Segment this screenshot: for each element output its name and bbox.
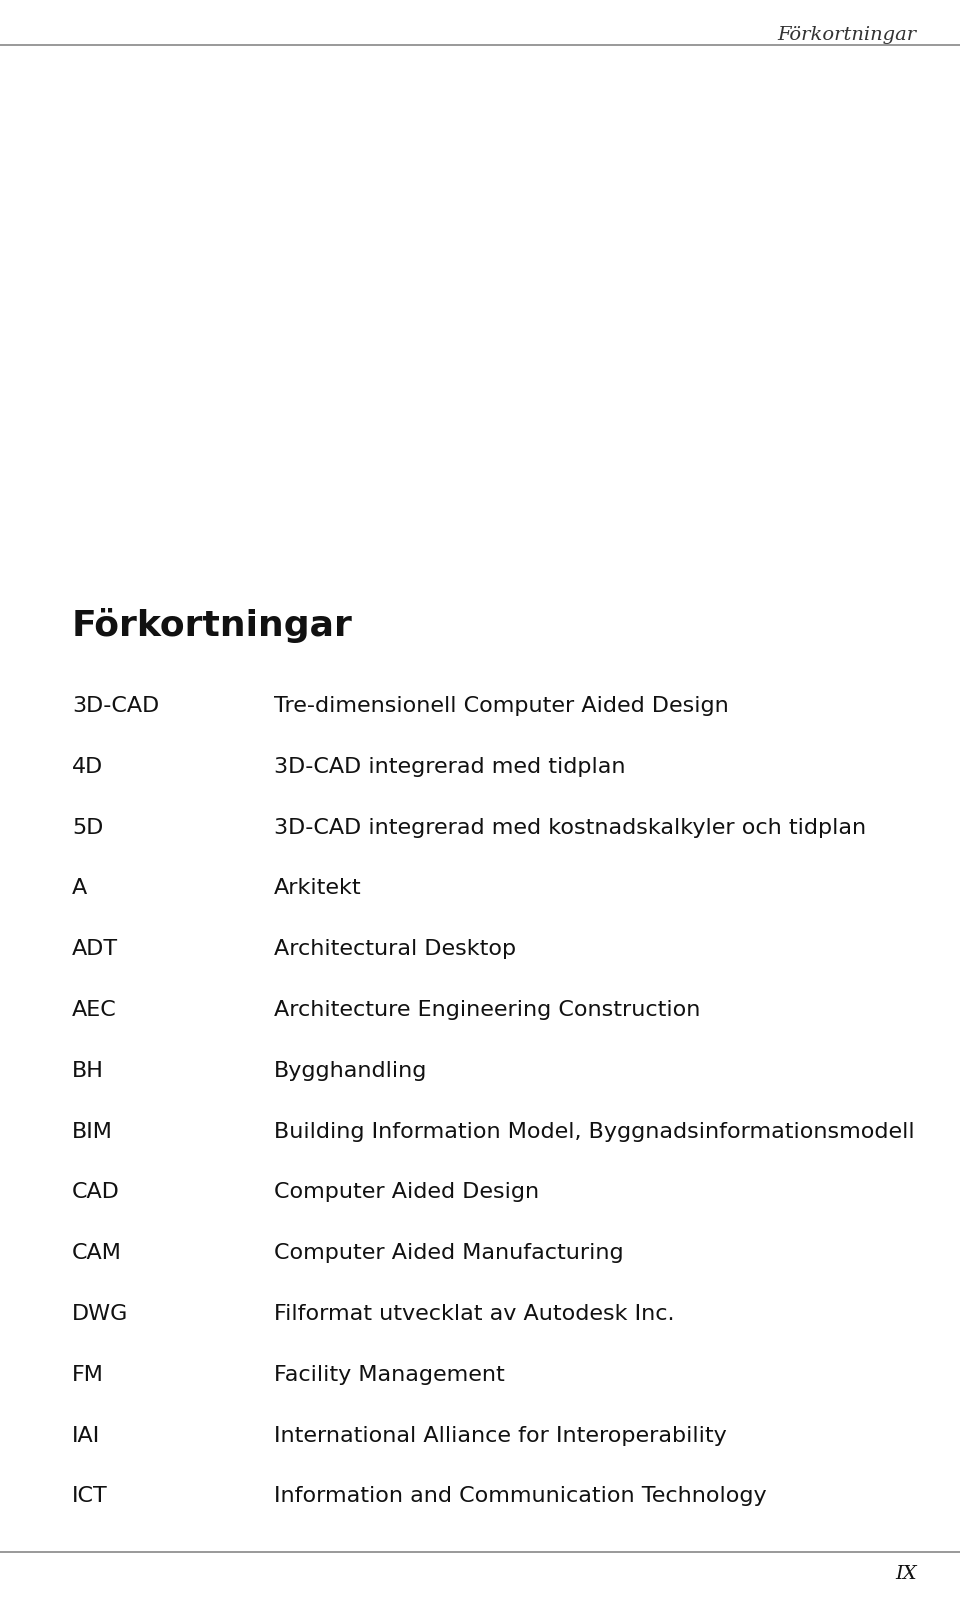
Text: Building Information Model, Byggnadsinformationsmodell: Building Information Model, Byggnadsinfo… bbox=[274, 1122, 914, 1141]
Text: 4D: 4D bbox=[72, 757, 104, 778]
Text: 5D: 5D bbox=[72, 818, 104, 838]
Text: 3D-CAD integrerad med tidplan: 3D-CAD integrerad med tidplan bbox=[274, 757, 625, 778]
Text: IX: IX bbox=[895, 1565, 917, 1582]
Text: Filformat utvecklat av Autodesk Inc.: Filformat utvecklat av Autodesk Inc. bbox=[274, 1304, 674, 1323]
Text: Tre-dimensionell Computer Aided Design: Tre-dimensionell Computer Aided Design bbox=[274, 696, 729, 717]
Text: IAI: IAI bbox=[72, 1426, 100, 1446]
Text: A: A bbox=[72, 878, 87, 899]
Text: Architectural Desktop: Architectural Desktop bbox=[274, 939, 516, 960]
Text: BH: BH bbox=[72, 1061, 104, 1082]
Text: 3D-CAD integrerad med kostnadskalkyler och tidplan: 3D-CAD integrerad med kostnadskalkyler o… bbox=[274, 818, 866, 838]
Text: Förkortningar: Förkortningar bbox=[72, 608, 353, 643]
Text: CAM: CAM bbox=[72, 1243, 122, 1264]
Text: ICT: ICT bbox=[72, 1486, 108, 1507]
Text: International Alliance for Interoperability: International Alliance for Interoperabil… bbox=[274, 1426, 727, 1446]
Text: CAD: CAD bbox=[72, 1182, 120, 1203]
Text: FM: FM bbox=[72, 1365, 104, 1384]
Text: Architecture Engineering Construction: Architecture Engineering Construction bbox=[274, 1000, 700, 1021]
Text: Arkitekt: Arkitekt bbox=[274, 878, 361, 899]
Text: Förkortningar: Förkortningar bbox=[778, 26, 917, 43]
Text: 3D-CAD: 3D-CAD bbox=[72, 696, 159, 717]
Text: BIM: BIM bbox=[72, 1122, 113, 1141]
Text: Computer Aided Design: Computer Aided Design bbox=[274, 1182, 539, 1203]
Text: Information and Communication Technology: Information and Communication Technology bbox=[274, 1486, 766, 1507]
Text: AEC: AEC bbox=[72, 1000, 117, 1021]
Text: ADT: ADT bbox=[72, 939, 118, 960]
Text: Bygghandling: Bygghandling bbox=[274, 1061, 427, 1082]
Text: DWG: DWG bbox=[72, 1304, 129, 1323]
Text: Facility Management: Facility Management bbox=[274, 1365, 504, 1384]
Text: Computer Aided Manufacturing: Computer Aided Manufacturing bbox=[274, 1243, 623, 1264]
